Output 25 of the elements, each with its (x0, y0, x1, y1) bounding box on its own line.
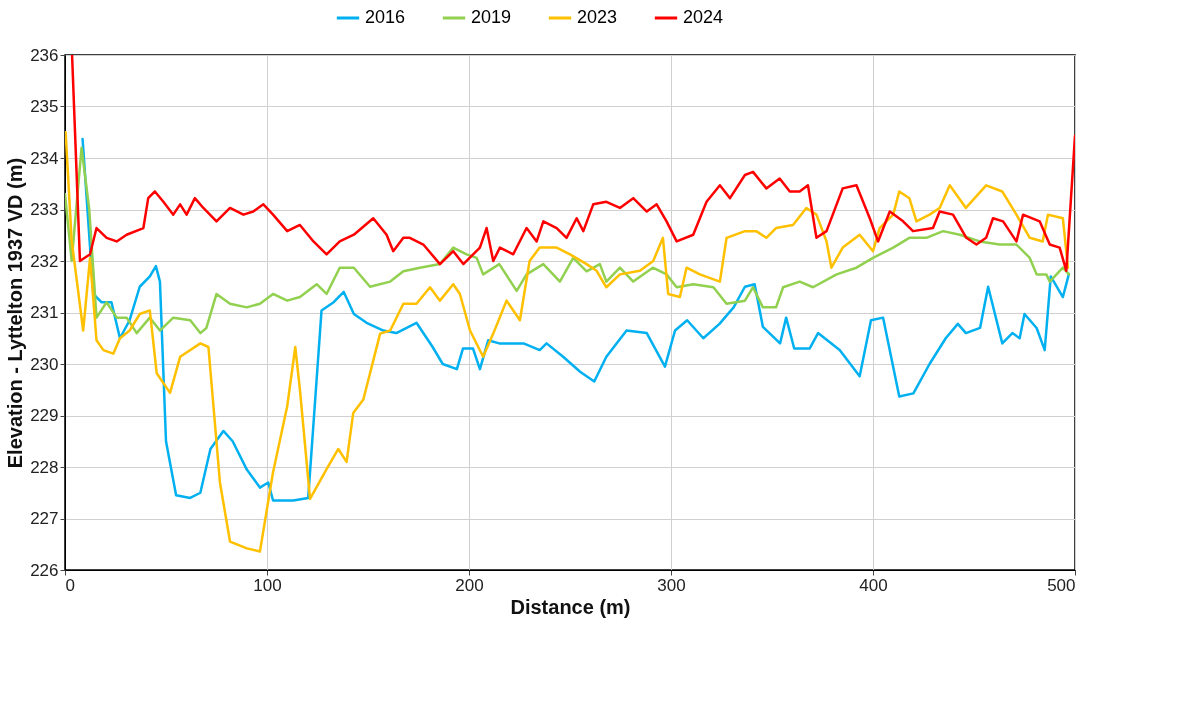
y-tick-label: 226 (30, 560, 59, 580)
y-tick-label: 228 (30, 457, 59, 477)
x-tick-label: 500 (1047, 575, 1076, 595)
y-tick-label: 232 (30, 251, 59, 271)
x-tick-label: 400 (859, 575, 888, 595)
line-series (70, 55, 1075, 273)
y-axis-title: Elevation - Lyttelton 1937 VD (m) (4, 157, 27, 469)
x-tick-label: 100 (253, 575, 282, 595)
legend-label: 2019 (471, 7, 512, 27)
y-tick-label: 227 (30, 509, 59, 528)
legend-label: 2016 (365, 7, 406, 27)
y-tick-label: 234 (30, 148, 59, 168)
x-tick-label: 300 (657, 575, 686, 595)
x-axis-title: Distance (m) (510, 595, 631, 618)
y-tick-label: 235 (30, 97, 59, 116)
y-tick-label: 231 (30, 303, 59, 322)
legend-label: 2024 (683, 7, 724, 27)
y-tick-label: 233 (30, 200, 59, 219)
y-tick-label: 230 (30, 354, 59, 374)
y-tick-label: 236 (30, 45, 59, 65)
y-tick-label: 229 (30, 406, 59, 425)
legend-label: 2023 (577, 7, 618, 27)
line-series (65, 146, 1071, 335)
x-tick-label: 200 (455, 575, 484, 595)
x-tick-label: 0 (65, 575, 75, 595)
